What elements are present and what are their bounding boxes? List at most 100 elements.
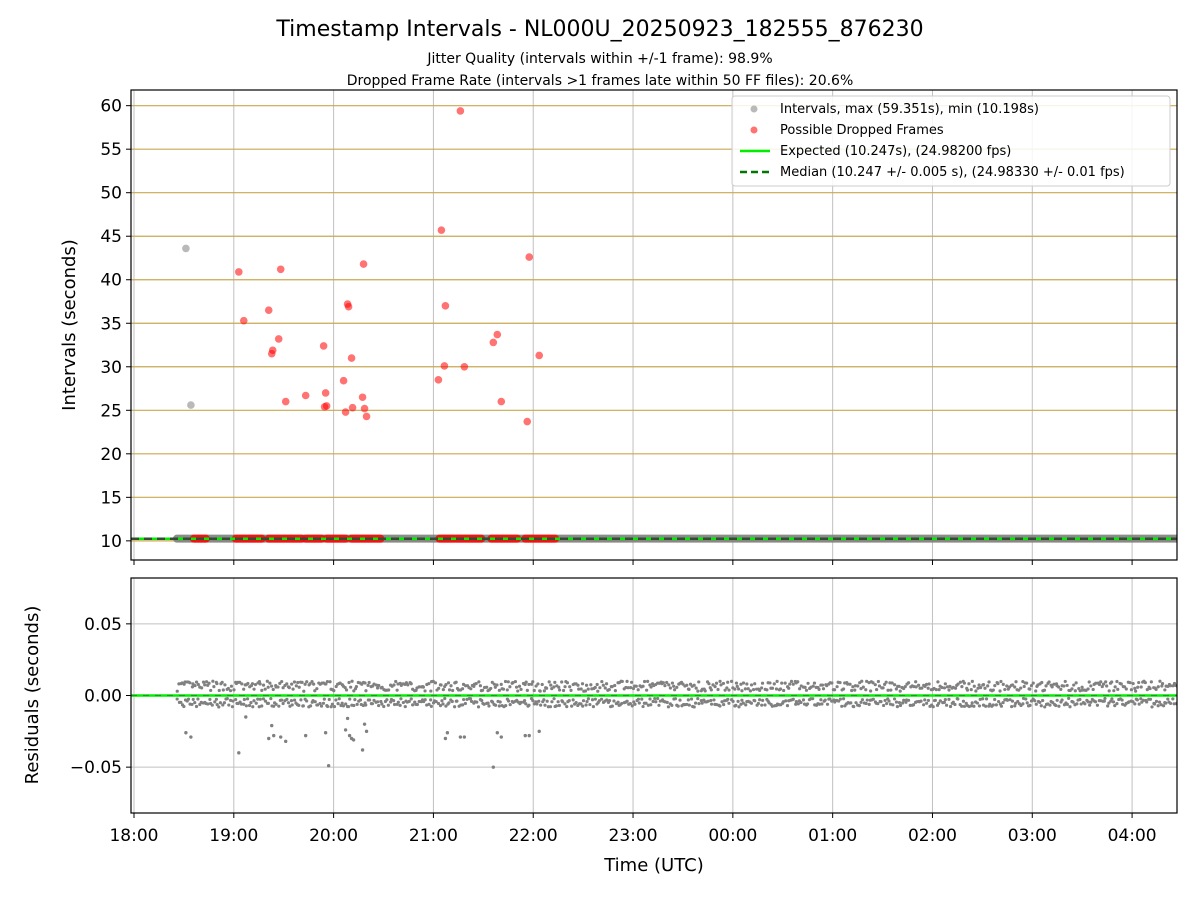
residual-point	[1028, 703, 1032, 707]
residual-point	[689, 697, 694, 701]
residual-point	[1148, 697, 1153, 701]
residual-point	[1110, 680, 1114, 684]
residual-point	[960, 704, 964, 708]
residual-point	[330, 702, 334, 706]
residual-point	[993, 684, 997, 688]
residual-point	[1139, 697, 1143, 701]
residual-point	[991, 688, 995, 692]
residual-point	[760, 681, 765, 685]
residual-point	[560, 680, 564, 684]
residual-point	[591, 705, 596, 709]
residual-point	[835, 685, 839, 689]
residual-point	[663, 684, 667, 688]
residual-point	[761, 698, 765, 702]
x-tick-label: 22:00	[509, 826, 558, 846]
residual-point	[794, 702, 798, 706]
residual-point	[667, 683, 671, 687]
residual-point	[588, 702, 592, 707]
residual-point	[613, 683, 617, 688]
residual-point	[537, 699, 541, 703]
residual-point	[1161, 704, 1166, 708]
residual-point	[258, 682, 262, 686]
residual-point	[444, 682, 448, 687]
residual-point	[789, 679, 794, 683]
residual-point	[296, 680, 300, 685]
residual-point	[884, 680, 888, 684]
residual-point	[805, 702, 810, 706]
residual-point	[493, 685, 497, 689]
residual-point	[670, 681, 675, 685]
residual-point	[741, 701, 745, 705]
residual-point	[685, 683, 689, 687]
dropped-frame-point	[264, 306, 273, 315]
residual-point	[308, 704, 313, 708]
residual-point	[753, 699, 757, 703]
residual-point	[1124, 687, 1128, 691]
residual-point	[877, 684, 882, 688]
residual-point	[380, 702, 384, 706]
residual-point	[1171, 684, 1175, 688]
residual-point	[768, 681, 772, 685]
residual-outlier-point	[244, 715, 248, 719]
residual-point	[305, 699, 309, 703]
residual-point	[545, 699, 549, 703]
dropped-frame-point	[319, 342, 328, 350]
residual-point	[885, 701, 889, 706]
residual-point	[542, 698, 546, 702]
residual-outlier-point	[237, 751, 241, 755]
residual-point	[556, 700, 560, 704]
residual-point	[547, 680, 551, 684]
intervals-y-tick-label: 15	[100, 488, 122, 508]
residual-point	[545, 686, 549, 690]
dropped-frame-point	[239, 316, 248, 325]
residuals-y-tick-label: 0.05	[84, 615, 122, 635]
residual-outlier-point	[326, 764, 331, 768]
residual-point	[586, 687, 590, 691]
residual-point	[733, 687, 737, 691]
residual-point	[253, 682, 258, 687]
dropped-frame-point	[493, 330, 502, 339]
residual-point	[840, 704, 844, 708]
residual-point	[745, 682, 749, 686]
residual-outlier-point	[189, 735, 193, 739]
residual-point	[998, 689, 1002, 693]
residual-point	[570, 704, 574, 708]
residual-point	[958, 680, 962, 684]
residual-point	[874, 687, 879, 692]
residual-point	[625, 699, 629, 703]
residual-point	[1122, 685, 1127, 689]
dropped-frame-point	[359, 260, 368, 268]
residual-point	[508, 702, 512, 707]
residual-point	[1163, 688, 1167, 692]
residual-point	[590, 698, 595, 702]
residual-point	[482, 702, 486, 706]
residual-point	[953, 702, 957, 707]
residual-point	[975, 701, 979, 705]
residual-point	[438, 704, 443, 708]
intervals-y-tick-label: 25	[100, 401, 122, 421]
residual-point	[406, 683, 410, 687]
residual-point	[340, 701, 344, 705]
residual-point	[225, 697, 229, 701]
residual-point	[310, 680, 314, 684]
residual-point	[951, 700, 955, 704]
residual-point	[1171, 697, 1175, 701]
residual-point	[454, 680, 458, 684]
residual-point	[531, 680, 535, 684]
residual-point	[522, 698, 527, 703]
residual-point	[675, 685, 679, 689]
residual-point	[463, 701, 468, 706]
residual-point	[656, 696, 660, 701]
residual-point	[948, 684, 952, 688]
residual-point	[228, 689, 233, 693]
dropped-frame-point	[301, 391, 310, 400]
residual-point	[653, 696, 657, 701]
dropped-frame-point	[441, 302, 450, 310]
residual-point	[281, 701, 285, 706]
residual-point	[687, 687, 691, 692]
residual-point	[914, 685, 918, 689]
residual-point	[444, 704, 448, 708]
residual-point	[318, 701, 322, 706]
residual-point	[851, 685, 855, 689]
residual-point	[497, 688, 501, 692]
